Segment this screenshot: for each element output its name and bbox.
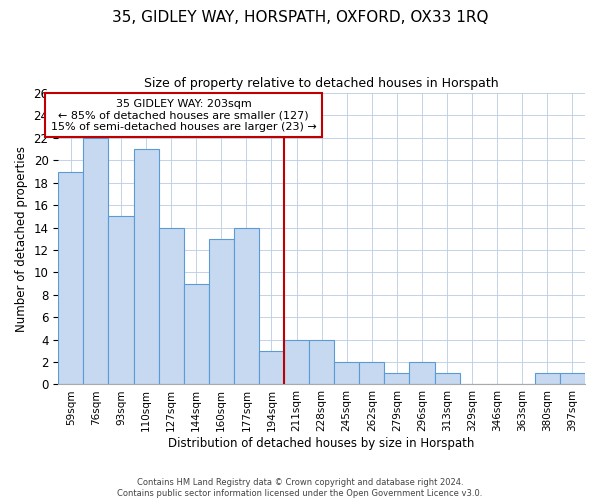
Bar <box>560 374 585 384</box>
Bar <box>409 362 434 384</box>
Bar <box>535 374 560 384</box>
Bar <box>234 228 259 384</box>
Text: 35 GIDLEY WAY: 203sqm
← 85% of detached houses are smaller (127)
15% of semi-det: 35 GIDLEY WAY: 203sqm ← 85% of detached … <box>51 98 317 132</box>
Bar <box>109 216 134 384</box>
Bar <box>259 351 284 384</box>
Bar <box>134 149 158 384</box>
Bar <box>184 284 209 384</box>
Bar <box>284 340 309 384</box>
Bar <box>434 374 460 384</box>
Title: Size of property relative to detached houses in Horspath: Size of property relative to detached ho… <box>145 78 499 90</box>
Y-axis label: Number of detached properties: Number of detached properties <box>15 146 28 332</box>
Bar <box>83 138 109 384</box>
Bar <box>334 362 359 384</box>
Bar <box>309 340 334 384</box>
Bar <box>359 362 385 384</box>
Bar <box>158 228 184 384</box>
Bar <box>58 172 83 384</box>
Bar <box>385 374 409 384</box>
Text: 35, GIDLEY WAY, HORSPATH, OXFORD, OX33 1RQ: 35, GIDLEY WAY, HORSPATH, OXFORD, OX33 1… <box>112 10 488 25</box>
X-axis label: Distribution of detached houses by size in Horspath: Distribution of detached houses by size … <box>169 437 475 450</box>
Text: Contains HM Land Registry data © Crown copyright and database right 2024.
Contai: Contains HM Land Registry data © Crown c… <box>118 478 482 498</box>
Bar <box>209 239 234 384</box>
